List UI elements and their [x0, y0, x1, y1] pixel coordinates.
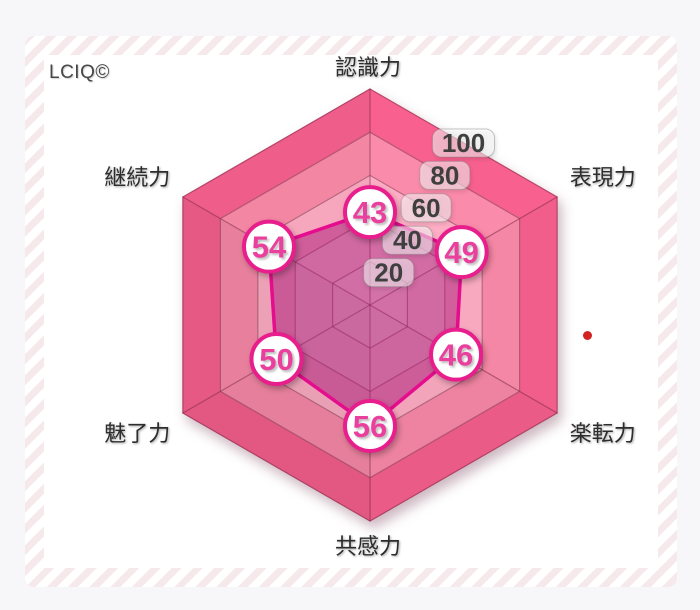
svg-text:40: 40: [393, 225, 422, 255]
svg-text:20: 20: [374, 258, 403, 288]
scale-tick-100: 100: [432, 128, 496, 158]
value-marker-継続力: 54: [241, 219, 296, 274]
svg-text:54: 54: [252, 230, 287, 265]
axis-label-表現力: 表現力: [570, 165, 636, 190]
svg-text:46: 46: [439, 338, 473, 373]
svg-text:60: 60: [412, 193, 441, 223]
value-marker-表現力: 49: [434, 225, 489, 280]
axis-label-魅了力: 魅了力: [104, 421, 170, 446]
value-marker-認識力: 43: [343, 185, 397, 240]
axis-label-共感力: 共感力: [335, 534, 401, 559]
svg-text:49: 49: [444, 235, 478, 270]
brand-watermark: LCIQ©: [49, 62, 110, 83]
scale-tick-80: 80: [419, 160, 471, 190]
red-dot-marker: [583, 331, 592, 340]
axis-label-楽転力: 楽転力: [570, 421, 636, 446]
radar-rings: [181, 88, 559, 522]
value-marker-共感力: 56: [343, 398, 397, 453]
value-markers: 43 49 46 56 50 54: [241, 185, 489, 453]
scale-tick-20: 20: [363, 258, 415, 288]
scale-tick-60: 60: [400, 193, 452, 223]
svg-text:80: 80: [430, 160, 459, 190]
svg-text:50: 50: [259, 342, 293, 377]
scale-tick-40: 40: [381, 225, 433, 255]
axis-label-認識力: 認識力: [335, 55, 401, 80]
svg-text:100: 100: [442, 128, 485, 158]
value-marker-楽転力: 46: [429, 327, 484, 382]
value-marker-魅了力: 50: [249, 332, 304, 386]
axis-label-継続力: 継続力: [104, 165, 170, 190]
svg-text:43: 43: [353, 195, 387, 230]
svg-text:56: 56: [353, 409, 387, 444]
